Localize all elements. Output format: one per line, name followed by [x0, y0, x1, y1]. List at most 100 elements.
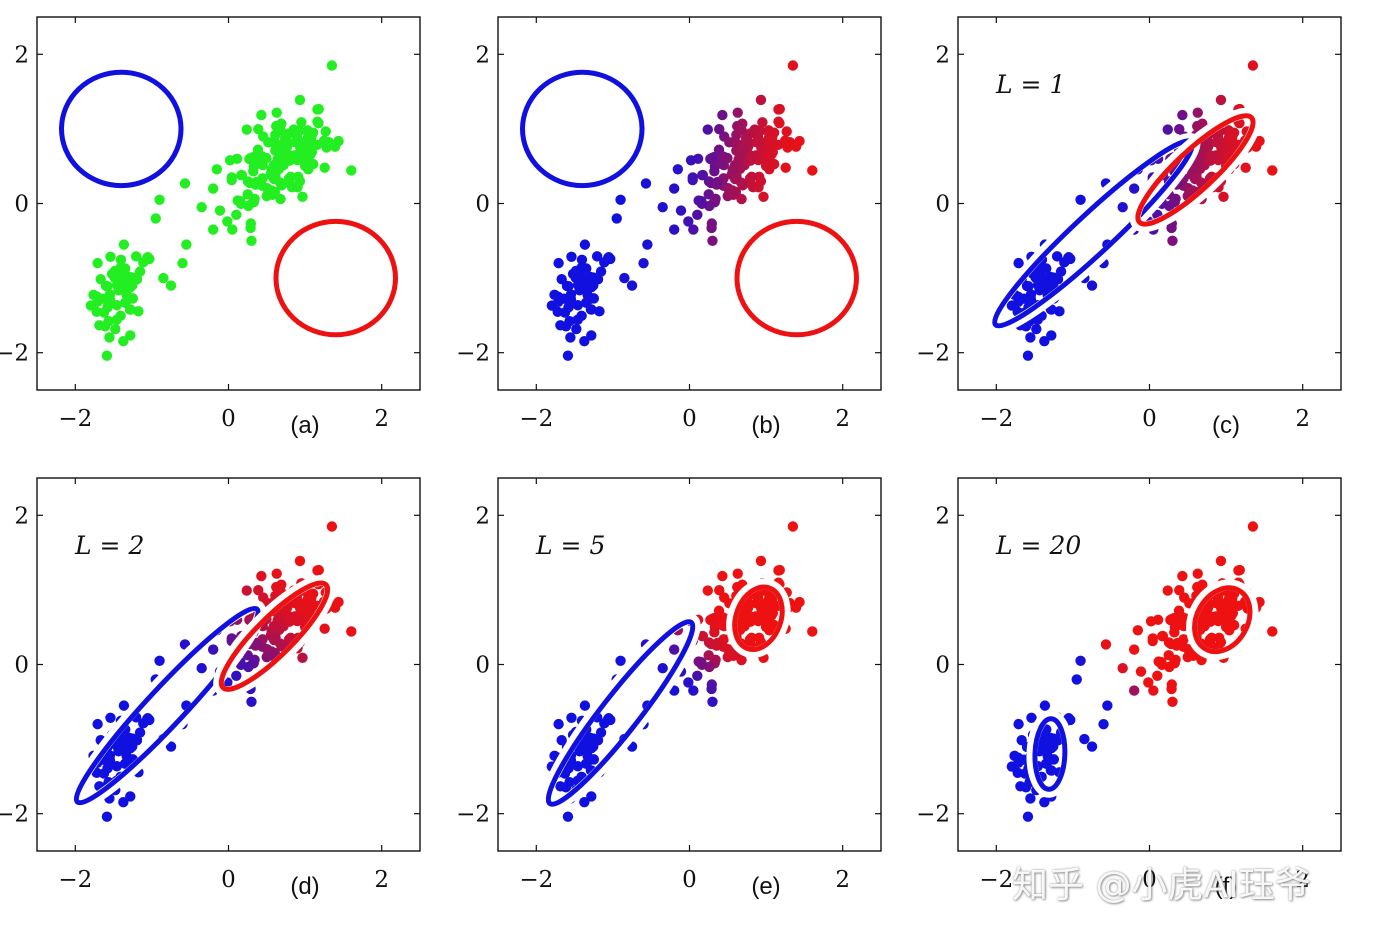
x-tick-label: 0	[221, 867, 236, 893]
data-point	[1102, 700, 1113, 711]
x-tick-label: 2	[835, 867, 850, 893]
data-point	[1086, 280, 1098, 291]
data-point	[584, 271, 596, 283]
data-point	[1128, 644, 1140, 655]
data-point	[787, 521, 799, 532]
data-point	[246, 696, 257, 707]
panel-label: (d)	[290, 873, 319, 900]
data-point	[110, 323, 121, 335]
data-point	[638, 257, 649, 269]
data-point	[553, 257, 564, 269]
data-point	[687, 172, 698, 183]
data-point	[292, 171, 304, 183]
y-tick-label: 0	[935, 653, 950, 679]
data-point	[118, 239, 130, 250]
data-point	[245, 222, 256, 234]
panel-d: −2 0 2 −2 0 2 (d) L = 2	[0, 477, 421, 900]
data-point	[1206, 152, 1217, 163]
data-point	[572, 300, 584, 311]
data-point	[707, 613, 718, 624]
data-point	[1213, 632, 1225, 644]
data-point	[224, 155, 236, 166]
data-point	[1206, 632, 1217, 643]
data-point	[1044, 271, 1056, 283]
data-point	[1267, 165, 1278, 176]
x-tick-label: −2	[979, 406, 1013, 432]
data-point	[603, 713, 614, 724]
data-point	[271, 107, 282, 118]
data-point	[794, 135, 805, 147]
red-gaussian-contour	[218, 580, 331, 692]
data-point	[697, 169, 709, 181]
data-point	[134, 727, 146, 738]
y-tick-label: −2	[0, 341, 29, 367]
data-point	[709, 166, 720, 177]
data-point	[1157, 630, 1169, 642]
data-point	[1227, 132, 1238, 143]
data-point	[794, 596, 805, 608]
data-point	[782, 142, 793, 153]
data-point	[1145, 616, 1157, 627]
data-point	[736, 193, 747, 205]
data-point	[101, 811, 113, 822]
data-point	[1022, 350, 1034, 361]
y-tick-label: −2	[916, 802, 950, 828]
x-tick-label: 0	[1142, 406, 1157, 432]
data-point	[207, 183, 219, 194]
red-gaussian-contour	[734, 218, 859, 338]
y-tick-label: 2	[935, 503, 950, 529]
x-tick-label: 2	[835, 406, 850, 432]
data-point	[1046, 330, 1057, 341]
data-point	[102, 762, 113, 774]
blue-gaussian-contour	[545, 619, 696, 807]
data-point	[615, 655, 626, 666]
blue-gaussian-contour	[59, 69, 184, 189]
data-point	[1032, 279, 1044, 291]
data-point	[709, 627, 720, 638]
data-point	[142, 713, 153, 724]
data-point	[250, 179, 261, 190]
data-point	[583, 755, 594, 766]
data-point	[736, 124, 747, 136]
data-point	[312, 104, 323, 115]
iteration-label: L = 20	[995, 531, 1081, 560]
data-point	[1013, 257, 1024, 269]
data-point	[773, 565, 784, 576]
data-point	[556, 735, 567, 746]
data-point	[105, 712, 116, 724]
data-point	[158, 272, 169, 284]
data-point	[1247, 521, 1259, 532]
data-point	[118, 797, 129, 808]
data-point	[1098, 718, 1109, 730]
data-point	[127, 280, 138, 291]
data-point	[109, 265, 121, 277]
blue-gaussian-contour	[73, 605, 261, 806]
data-point	[165, 741, 177, 752]
data-point	[746, 613, 757, 624]
data-point	[1012, 752, 1024, 763]
data-point	[685, 155, 697, 166]
data-point	[92, 718, 103, 730]
data-point	[1012, 291, 1024, 302]
data-point	[751, 597, 762, 609]
data-point	[1166, 683, 1177, 695]
plot-frame	[36, 16, 421, 391]
data-point	[267, 189, 278, 201]
data-point	[584, 732, 596, 744]
data-point	[290, 597, 301, 609]
data-point	[290, 136, 301, 148]
y-tick-label: 2	[475, 503, 490, 529]
data-point	[746, 171, 757, 182]
data-point	[1016, 735, 1027, 746]
data-point	[312, 565, 323, 576]
data-point	[302, 150, 313, 161]
data-point	[728, 650, 739, 662]
data-points	[68, 521, 357, 822]
data-point	[104, 289, 116, 300]
data-point	[115, 310, 126, 322]
data-point	[91, 306, 102, 318]
data-point	[1162, 124, 1173, 135]
data-point	[576, 310, 587, 322]
data-point	[562, 811, 574, 822]
